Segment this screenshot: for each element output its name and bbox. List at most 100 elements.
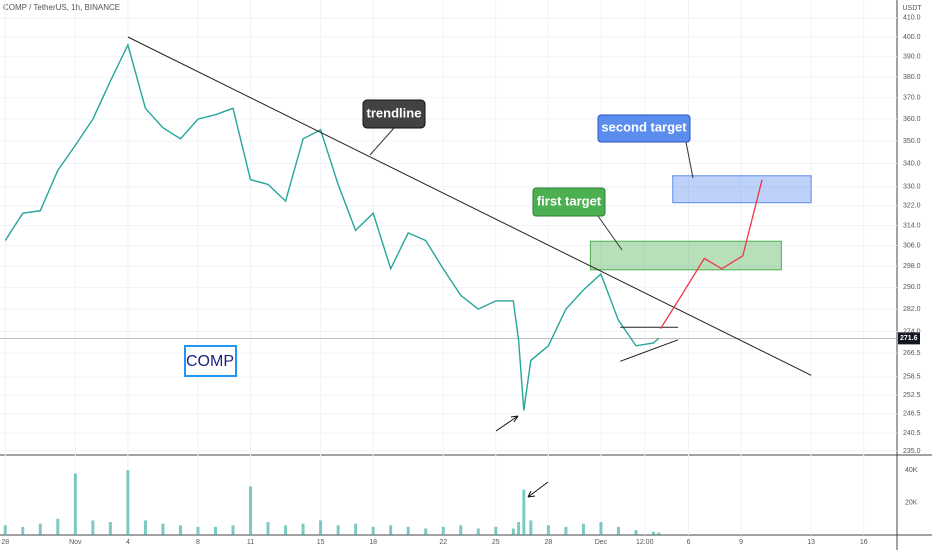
y-tick-label: 258.5 <box>903 374 921 381</box>
volume-bar <box>546 525 550 535</box>
volume-bar <box>178 525 182 535</box>
volume-bar <box>266 522 270 535</box>
volume-bar <box>657 532 661 535</box>
volume-bar <box>213 526 217 535</box>
x-tick-label: 9 <box>739 539 743 546</box>
x-tick-label: 11 <box>247 539 254 546</box>
zone-label: first target <box>537 193 602 208</box>
price-tag <box>898 332 920 345</box>
y-tick-label: 252.5 <box>903 392 921 399</box>
volume-bar <box>371 526 375 535</box>
volume-bar <box>21 526 25 535</box>
x-tick-label: 15 <box>317 539 325 546</box>
volume-bar <box>616 526 620 535</box>
volume-bar <box>126 470 130 535</box>
y-tick-label: 390.0 <box>903 54 921 61</box>
x-tick-label: 13 <box>807 539 815 546</box>
volume-bar <box>494 526 498 535</box>
x-tick-label: 22 <box>439 539 447 546</box>
y-tick-label: 350.0 <box>903 138 921 145</box>
y-unit: USDT <box>902 5 922 12</box>
y-tick-label: 360.0 <box>903 116 921 123</box>
volume-bar <box>38 523 42 535</box>
volume-bar <box>108 522 112 535</box>
price-tag-label: 271.6 <box>900 335 918 342</box>
volume-bar <box>319 520 323 535</box>
y-tick-label: 306.0 <box>903 242 921 249</box>
x-tick-label: 8 <box>196 539 200 546</box>
label-box <box>532 187 606 217</box>
volume-bar <box>389 525 393 535</box>
volume-bar <box>651 531 655 535</box>
grid <box>0 0 897 535</box>
y-tick-label: 340.0 <box>903 160 921 167</box>
pointer <box>685 141 694 179</box>
x-tick-label: 4 <box>126 539 130 546</box>
label-box <box>362 99 426 129</box>
y-tick-label: 330.0 <box>903 184 921 191</box>
symbol-label: COMP <box>186 353 234 370</box>
x-tick-label: 16 <box>860 539 868 546</box>
pointer <box>597 215 623 251</box>
volume-tick-label: 20K <box>905 499 918 506</box>
volume-bar <box>476 528 480 535</box>
volume-bar <box>634 530 638 535</box>
volume-bar <box>517 522 521 535</box>
arrow <box>527 481 549 498</box>
price-line <box>4 42 660 411</box>
y-tick-label: 410.0 <box>903 15 921 22</box>
x-tick-label: 28 <box>1 539 9 546</box>
target-zone <box>589 240 782 271</box>
y-tick-label: 274.0 <box>903 328 921 335</box>
zone-label: second target <box>601 119 687 134</box>
volume-bar <box>56 518 60 535</box>
x-tick-label: 12:00 <box>636 539 654 546</box>
volume-bar <box>406 526 410 535</box>
volume-bar <box>231 525 235 535</box>
annotations: trendline first target second target COM… <box>184 99 694 498</box>
zones <box>589 175 812 271</box>
volume-bar <box>161 523 165 535</box>
volume-bar <box>529 520 533 535</box>
x-tick-label: 6 <box>687 539 691 546</box>
x-tick-label: Dec <box>595 539 608 546</box>
volume-bar <box>564 526 568 535</box>
volume-bar <box>73 473 77 535</box>
chart-title: COMP / TetherUS, 1h, BINANCE <box>3 3 120 12</box>
y-tick-label: 314.0 <box>903 222 921 229</box>
y-tick-label: 322.0 <box>903 203 921 210</box>
volume-tick-label: 40K <box>905 467 918 474</box>
volume-bar <box>336 525 340 535</box>
y-tick-label: 235.0 <box>903 448 921 455</box>
pointer <box>369 127 395 156</box>
pattern-line <box>620 339 679 362</box>
volume-bar <box>581 523 585 535</box>
volume-bar <box>459 525 463 535</box>
volume-bar <box>424 528 428 535</box>
x-tick-label: 18 <box>369 539 377 546</box>
volume-bar <box>284 525 288 535</box>
volume-bar <box>354 523 358 535</box>
volume-bar <box>143 520 147 535</box>
y-tick-label: 380.0 <box>903 74 921 81</box>
y-tick-label: 370.0 <box>903 95 921 102</box>
volume-bar <box>522 489 526 535</box>
target-zone <box>672 175 812 204</box>
y-tick-label: 290.0 <box>903 284 921 291</box>
trendline <box>127 36 812 376</box>
volume-bar <box>599 522 603 535</box>
plot <box>0 36 920 535</box>
trendline-label: trendline <box>367 105 422 120</box>
projection <box>659 179 763 330</box>
arrow <box>495 415 519 432</box>
volume-bar <box>301 523 305 535</box>
y-tick-label: 298.0 <box>903 263 921 270</box>
y-tick-label: 400.0 <box>903 34 921 41</box>
y-tick-label: 240.5 <box>903 430 921 437</box>
volume-bar <box>511 528 515 535</box>
label-box <box>597 114 691 143</box>
volume-bar <box>441 526 445 535</box>
symbol-box <box>184 345 237 377</box>
